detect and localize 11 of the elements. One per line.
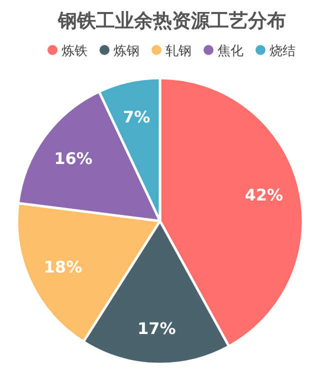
legend-label: 炼铁 bbox=[62, 44, 88, 59]
chart-title: 钢铁工业余热资源工艺分布 bbox=[57, 10, 286, 32]
data-label: 18% bbox=[44, 258, 82, 277]
legend-label: 炼钢 bbox=[114, 44, 140, 59]
data-label: 16% bbox=[54, 148, 92, 168]
data-label: 7% bbox=[123, 107, 150, 126]
data-label: 42% bbox=[244, 185, 284, 204]
data-label: 17% bbox=[137, 319, 176, 338]
legend-label: 烧结 bbox=[270, 44, 296, 59]
legend-label: 焦化 bbox=[218, 44, 244, 59]
legend-label: 轧钢 bbox=[166, 44, 192, 59]
